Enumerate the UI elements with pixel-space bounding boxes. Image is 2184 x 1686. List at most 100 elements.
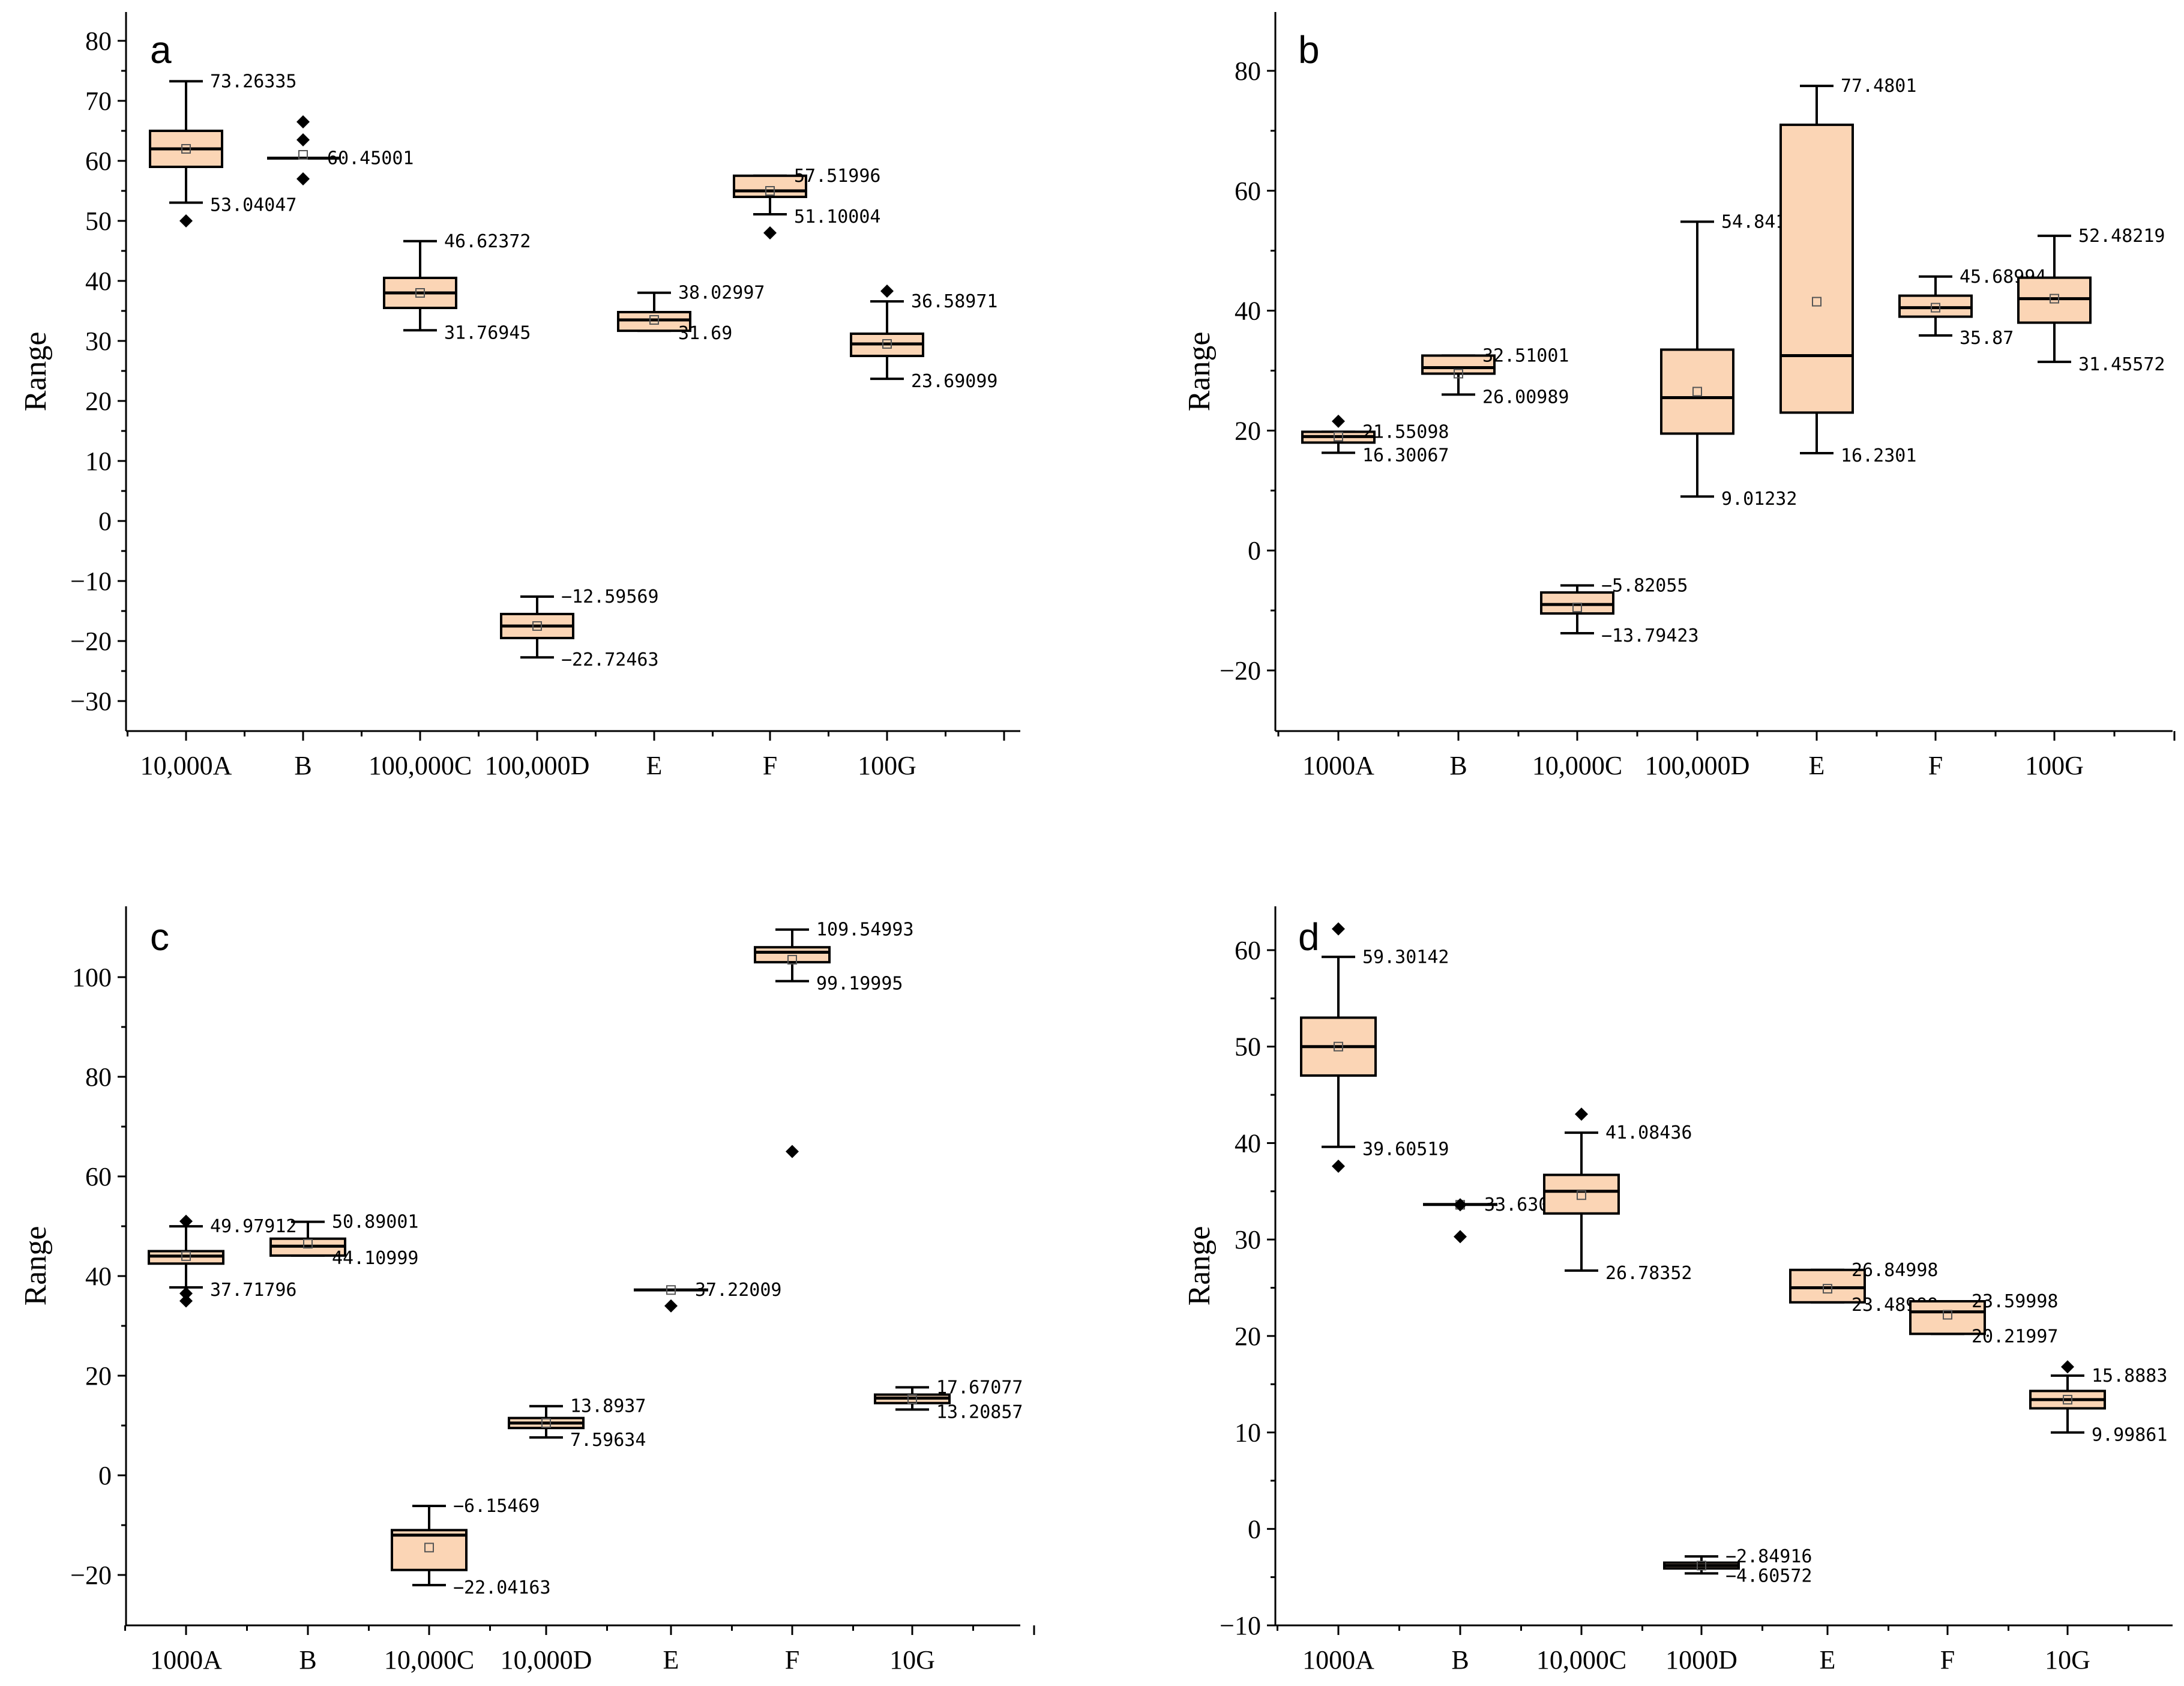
value-label: 60.45001 [327, 148, 414, 169]
outlier-point [1575, 1107, 1588, 1121]
panel-letter: d [1298, 915, 1320, 959]
panel-letter: b [1298, 28, 1320, 71]
y-tick-label: 10 [1235, 1418, 1261, 1448]
min-label: 20.21997 [1972, 1326, 2059, 1347]
min-label: 51.10004 [794, 206, 881, 227]
min-label: 39.60519 [1362, 1139, 1449, 1160]
y-tick-label: 20 [85, 1361, 112, 1391]
panel-a: 80 70 60 50 40 30 20 10 0 −10 −20 −30 Range a 10,000A B… [19, 12, 1020, 780]
min-label: 13.20857 [936, 1401, 1023, 1423]
min-label: −13.79423 [1601, 625, 1699, 646]
y-tick-label: 70 [85, 86, 112, 116]
max-label: 36.58971 [911, 291, 998, 312]
box-body [1660, 348, 1734, 435]
y-tick-label: −30 [70, 687, 112, 716]
y-tick-label: 80 [85, 26, 112, 56]
x-tick-label: B [299, 1645, 316, 1675]
min-label: 99.19995 [816, 974, 903, 995]
box-body [1421, 354, 1496, 375]
outlier-point [179, 1287, 193, 1301]
box-100G: 52.48219 31.45572 [2017, 226, 2165, 375]
y-tick-label: 60 [1235, 936, 1261, 965]
min-label: 31.69 [678, 323, 732, 344]
panel-d: 60 50 40 30 20 10 0 −10 Range d 1000A B 10,000C 1000D… [1182, 906, 2173, 1675]
x-tick-label: 100,000C [369, 751, 472, 780]
box-body [391, 1529, 468, 1571]
box-10G: 17.67077 13.20857 [874, 1377, 1023, 1423]
max-label: −6.15469 [453, 1496, 540, 1517]
min-label: 23.69099 [911, 371, 998, 392]
outlier-point [1454, 1198, 1467, 1212]
x-tick-label: F [763, 751, 777, 780]
max-label: 32.51001 [1482, 345, 1569, 366]
outlier-point [1332, 922, 1345, 936]
min-label: 9.01232 [1721, 489, 1797, 510]
y-axis-title: Range [19, 1226, 53, 1306]
outlier-point [763, 226, 777, 239]
min-label: 35.87 [1960, 328, 2014, 349]
mean-marker [424, 1543, 434, 1553]
y-tick-label: 40 [85, 1262, 112, 1291]
box-body [1779, 123, 1854, 414]
min-label: 31.45572 [2078, 354, 2165, 375]
box-10,000C: −6.15469 −22.04163 [391, 1496, 551, 1598]
min-label: 37.71796 [210, 1280, 297, 1301]
value-label: 37.22009 [695, 1280, 782, 1301]
box-body [1789, 1268, 1866, 1304]
mean-marker [1697, 1561, 1706, 1571]
min-label: 16.30067 [1362, 445, 1449, 466]
outlier-point [1454, 1230, 1467, 1244]
y-tick-label: −20 [70, 627, 112, 656]
x-tick-label: 100G [2025, 751, 2084, 780]
mean-marker [415, 288, 425, 298]
x-tick-label: 1000A [150, 1645, 222, 1675]
y-tick-label: 0 [1248, 1514, 1261, 1544]
min-label: 7.59634 [570, 1430, 646, 1451]
x-tick-label: F [785, 1645, 799, 1675]
x-tick-label: B [1451, 1645, 1469, 1675]
mean-marker [181, 144, 191, 154]
y-tick-label: −10 [70, 567, 112, 596]
outlier-point [179, 1294, 193, 1308]
box-E: 37.22009 [634, 1280, 782, 1313]
box-body [617, 311, 691, 333]
box-body [1543, 1173, 1620, 1215]
x-tick-label: E [663, 1645, 679, 1675]
mean-marker [2050, 294, 2059, 304]
x-tick-label: 100,000D [485, 751, 590, 780]
max-label: 46.62372 [444, 231, 531, 252]
box-10,000C: −5.82055 −13.79423 [1540, 575, 1699, 646]
x-tick-label: E [646, 751, 663, 780]
panel-c: 100 80 60 40 20 0 −20 Range c 1000A B 10,000C 10,000… [19, 906, 1035, 1675]
box-B: 50.89001 44.10999 [269, 1212, 419, 1269]
min-label: 16.2301 [1841, 445, 1916, 466]
box-F: 109.54993 99.19995 [754, 920, 914, 1158]
outlier-point [296, 172, 310, 185]
mean-marker [2063, 1394, 2072, 1404]
y-axis-title: Range [1182, 332, 1217, 412]
x-tick-label: 10G [2045, 1645, 2090, 1675]
min-label: 31.76945 [444, 322, 531, 343]
box-E: 77.4801 16.2301 [1779, 76, 1916, 466]
outlier-point [664, 1299, 678, 1313]
y-tick-label: 20 [1235, 1322, 1261, 1351]
max-label: −2.84916 [1725, 1546, 1812, 1567]
outlier-point [2061, 1360, 2074, 1374]
y-tick-label: 60 [1235, 176, 1261, 206]
max-label: 52.48219 [2078, 226, 2165, 247]
x-tick-label: F [1928, 751, 1943, 780]
mean-marker [1692, 387, 1702, 397]
max-label: 109.54993 [816, 920, 914, 941]
x-tick-label: 100,000D [1645, 751, 1750, 780]
box-body [1909, 1300, 1986, 1335]
max-label: 59.30142 [1362, 947, 1449, 968]
x-tick-label: 10,000D [501, 1645, 592, 1675]
x-tick-label: 10,000C [1532, 751, 1622, 780]
outlier-point [1332, 414, 1345, 428]
max-label: 57.51996 [794, 166, 881, 187]
max-label: 77.4801 [1841, 76, 1916, 97]
max-label: 26.84998 [1852, 1260, 1939, 1281]
outlier-point [786, 1145, 799, 1158]
x-tick-label: 10,000C [384, 1645, 474, 1675]
